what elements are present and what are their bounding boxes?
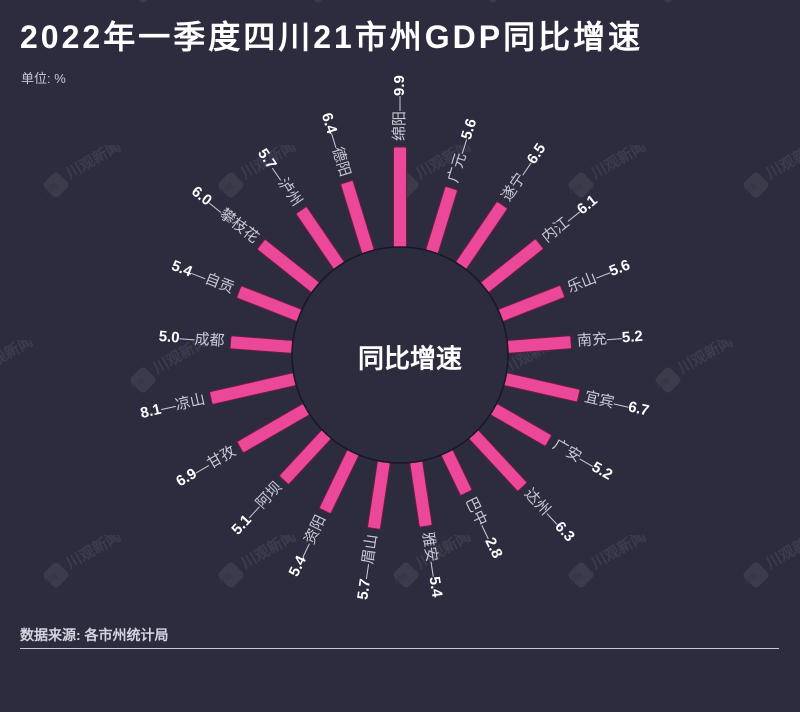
svg-text:广元—5.6: 广元—5.6 xyxy=(445,117,481,185)
svg-text:8.1—凉山: 8.1—凉山 xyxy=(139,391,207,422)
svg-text:广安—5.2: 广安—5.2 xyxy=(550,436,616,484)
svg-text:6.4—德阳: 6.4—德阳 xyxy=(318,110,355,178)
svg-text:5.4—自贡: 5.4—自贡 xyxy=(169,257,237,297)
svg-text:遂宁—6.5: 遂宁—6.5 xyxy=(498,140,549,204)
svg-text:6.0—攀枝花: 6.0—攀枝花 xyxy=(188,183,262,247)
svg-text:绵阳—9.9: 绵阳—9.9 xyxy=(391,75,408,141)
svg-text:5.7—泸州: 5.7—泸州 xyxy=(254,146,305,210)
svg-text:6.9—甘孜: 6.9—甘孜 xyxy=(173,443,239,491)
svg-text:5.0—成都: 5.0—成都 xyxy=(158,328,225,350)
svg-text:巴中—2.8: 巴中—2.8 xyxy=(462,494,506,561)
svg-text:南充—5.2: 南充—5.2 xyxy=(576,328,643,350)
svg-text:5.4—资阳: 5.4—资阳 xyxy=(286,512,330,579)
svg-text:乐山—5.6: 乐山—5.6 xyxy=(565,257,633,297)
svg-text:雅安—5.4: 雅安—5.4 xyxy=(419,531,446,599)
svg-text:宜宾—6.7: 宜宾—6.7 xyxy=(583,388,651,419)
svg-text:5.7—眉山: 5.7—眉山 xyxy=(354,533,381,601)
svg-text:5.1—阿坝: 5.1—阿坝 xyxy=(228,478,285,538)
svg-text:内江—6.1: 内江—6.1 xyxy=(539,192,601,246)
svg-text:达州—6.3: 达州—6.3 xyxy=(521,485,578,545)
